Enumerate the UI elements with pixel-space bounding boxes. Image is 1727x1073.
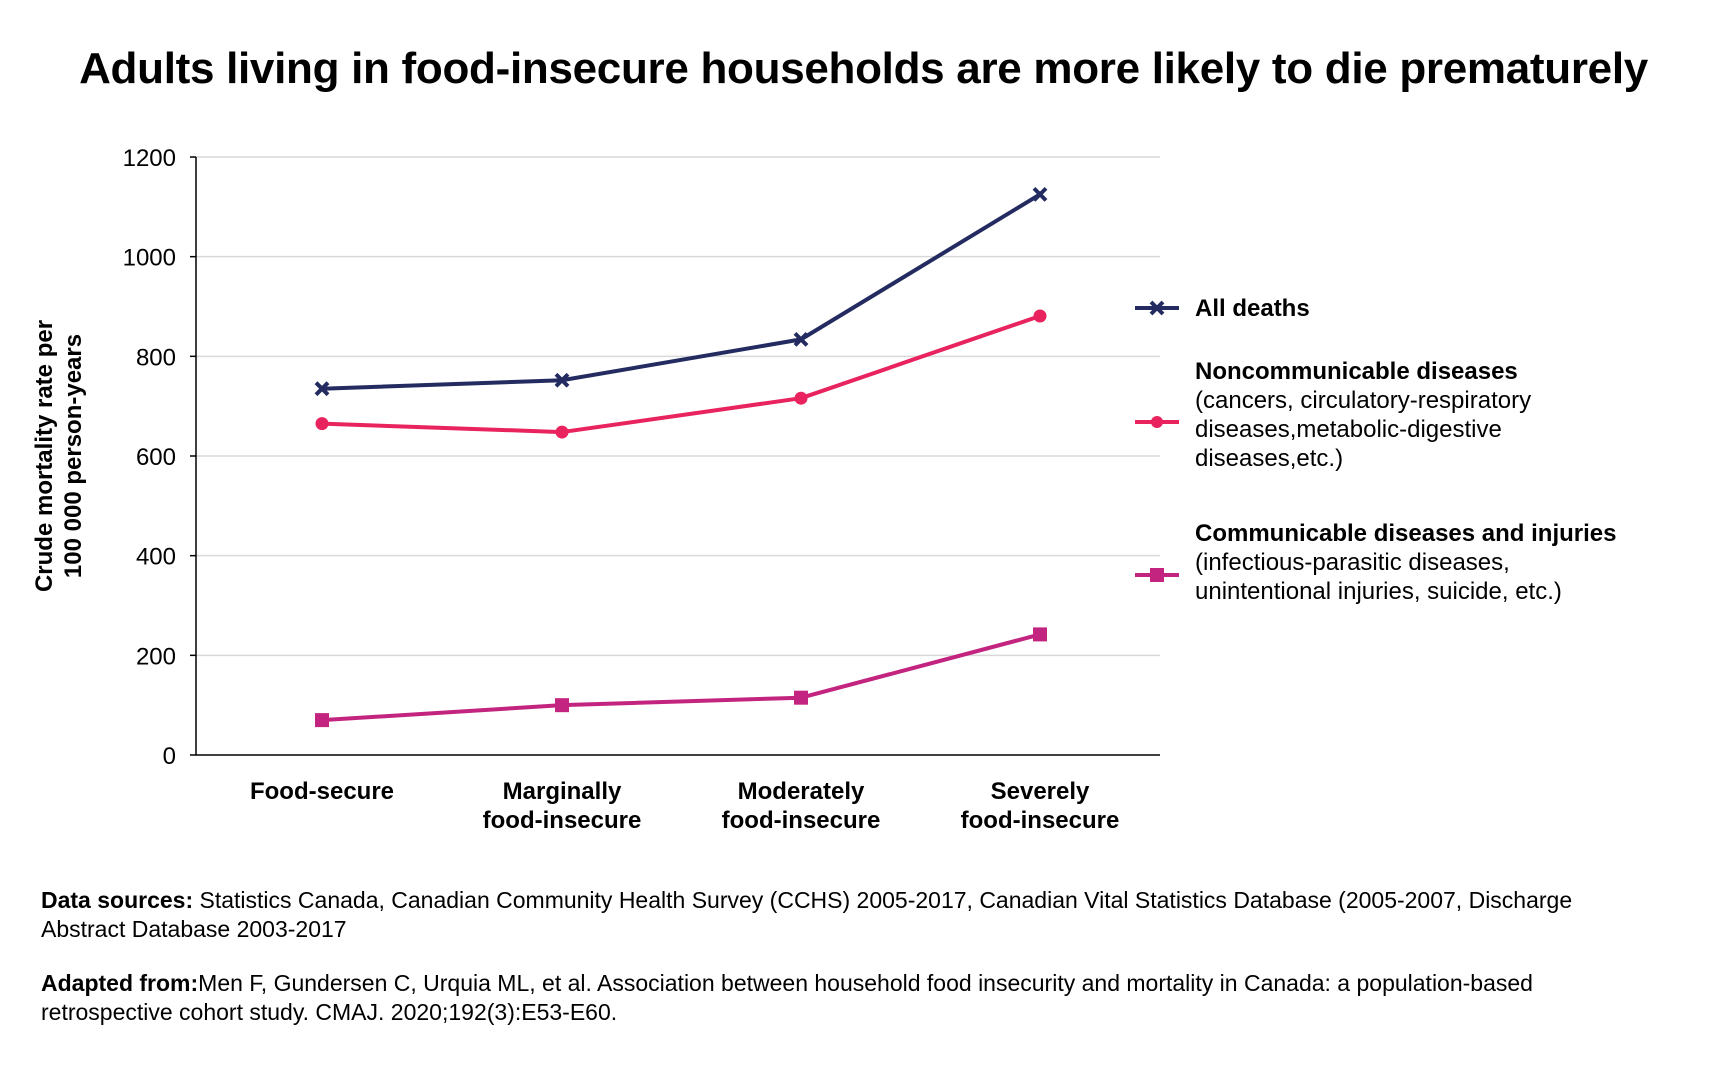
data-sources-label: Data sources: [41,887,194,913]
y-tick-label: 600 [136,444,176,471]
data-point [794,690,808,705]
data-sources-note: Data sources: Statistics Canada, Canadia… [41,886,1601,944]
data-point [555,698,569,713]
axes [190,156,1160,756]
data-point [1032,186,1048,202]
adapted-from-label: Adapted from: [41,970,199,996]
x-category-labels: Food-secure Marginallyfood-insecureModera… [250,778,1119,834]
y-axis-label-line: Crude mortality rate per [31,320,58,592]
legend-item-all-deaths: All deaths [1135,294,1310,323]
data-point [555,425,569,439]
data-point [1033,309,1047,323]
legend-item-communicable: Communicable diseases and injuries (infe… [1135,519,1617,606]
y-axis-label-line: 100 000 person-years [60,334,87,578]
y-tick-label: 400 [136,544,176,571]
x-category-label: Food-secure [250,778,394,805]
x-category-label: food-insecure [961,807,1120,834]
chart-title: Adults living in food-insecure household… [79,44,1648,93]
data-sources-text: Statistics Canada, Canadian Community He… [41,887,1573,942]
legend-marker-all-deaths [1135,300,1179,316]
data-point [794,391,808,405]
y-tick-labels: 0 200 400 600 800 1000 1200 [123,145,176,770]
y-tick-label: 0 [163,743,176,770]
legend-label: Noncommunicable diseases [1195,358,1518,385]
series-line-2 [321,632,1041,723]
y-tick-label: 1000 [123,245,176,272]
y-tick-label: 800 [136,344,176,371]
legend-marker-communicable [1135,568,1179,582]
legend-marker-noncommunicable [1135,416,1179,428]
legend-description: (infectious-parasitic diseases, unintent… [1195,549,1562,605]
legend-item-noncommunicable: Noncommunicable diseases (cancers, circu… [1135,357,1532,473]
data-point [315,417,329,431]
legend-description: (cancers, circulatory-respiratory diseas… [1195,387,1532,472]
adapted-from-text: Men F, Gundersen C, Urquia ML, et al. As… [41,970,1533,1025]
y-tick-label: 1200 [123,145,176,172]
x-category-label: food-insecure [483,807,642,834]
series-line-0 [321,192,1042,391]
series-line-1 [321,314,1041,435]
data-point [793,331,809,347]
data-point [315,713,329,728]
x-category-label: Moderately [738,778,865,805]
legend-label: Communicable diseases and injuries [1195,520,1617,547]
y-axis-label: Crude mortality rate per 100 000 person-y… [31,320,87,592]
y-tick-label: 200 [136,643,176,670]
legend-label: All deaths [1195,295,1310,322]
adapted-from-note: Adapted from:Men F, Gundersen C, Urquia … [41,969,1601,1027]
gridlines [196,156,1160,657]
x-category-label: Marginally [503,778,622,805]
x-category-label: food-insecure [722,807,881,834]
data-point [1033,627,1047,642]
series-lines [314,186,1048,728]
x-category-label: Severely [991,778,1090,805]
data-point [554,372,570,388]
data-point [314,381,330,397]
